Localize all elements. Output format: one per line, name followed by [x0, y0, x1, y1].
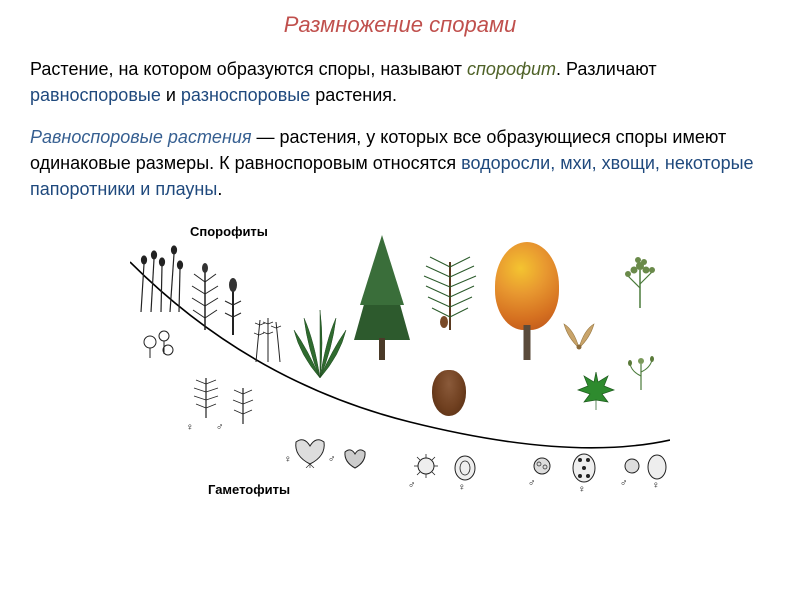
p1-tail: растения.: [310, 85, 397, 105]
paragraph-1: Растение, на котором образуются споры, н…: [30, 56, 770, 108]
paragraph-2: Равноспоровые растения — растения, у кот…: [30, 124, 770, 202]
horsetail-2: [222, 277, 244, 337]
flower-cluster: [620, 250, 660, 310]
p1-and: и: [161, 85, 181, 105]
gender-symbol: ♂: [408, 480, 416, 491]
pinecone: [432, 370, 466, 416]
term-equisporous: равноспоровые: [30, 85, 161, 105]
horsetail-1: [190, 262, 220, 332]
maple-tree: [492, 240, 562, 360]
label-sporophytes: Спорофиты: [190, 224, 268, 239]
clubmoss: [248, 310, 288, 365]
gender-symbol: ♀: [186, 422, 194, 433]
gametophyte-pollen-angio: [530, 454, 554, 478]
fern: [290, 300, 350, 380]
p1-after: . Различают: [556, 59, 657, 79]
term-sporophyte: спорофит: [467, 59, 556, 79]
gametophyte-pollen-conifer: [412, 452, 440, 480]
diagram: Спорофиты Гаметофиты: [130, 222, 670, 502]
gametophyte-moss-2: [228, 382, 258, 426]
gametophyte-prothallus-2: [340, 444, 370, 472]
term-equisporous-plants: Равноспоровые растения: [30, 127, 251, 147]
term-heterosporous: разноспоровые: [181, 85, 310, 105]
gametophyte-fern-prothallus: [290, 432, 330, 468]
gametophyte-alga: [140, 322, 180, 362]
label-gametophytes: Гаметофиты: [208, 482, 290, 497]
moss-sporophyte: [136, 244, 186, 314]
slide-page: Размножение спорами Растение, на котором…: [0, 0, 800, 600]
pine-branch: [420, 252, 480, 332]
small-plant: [626, 352, 656, 392]
conifer-tree: [352, 240, 412, 360]
gender-symbol: ♂: [620, 478, 628, 489]
gender-symbol: ♀: [284, 454, 292, 465]
gametophyte-ovule: [452, 450, 478, 482]
p2-tail: .: [217, 179, 222, 199]
gender-symbol: ♀: [458, 482, 466, 493]
slide-title: Размножение спорами: [30, 12, 770, 38]
p1-prefix: Растение, на котором образуются споры, н…: [30, 59, 467, 79]
gametophyte-embryo-sac: [570, 450, 598, 484]
gender-symbol: ♀: [578, 484, 586, 495]
gametophyte-pollen-3: [620, 454, 644, 478]
gender-symbol: ♂: [528, 478, 536, 489]
maple-leaf: [576, 372, 616, 412]
maple-samara: [562, 320, 596, 352]
gender-symbol: ♂: [328, 454, 336, 465]
gender-symbol: ♀: [652, 480, 660, 491]
gender-symbol: ♂: [216, 422, 224, 433]
gametophyte-ovule-2: [646, 452, 668, 480]
gametophyte-moss: [188, 372, 224, 420]
